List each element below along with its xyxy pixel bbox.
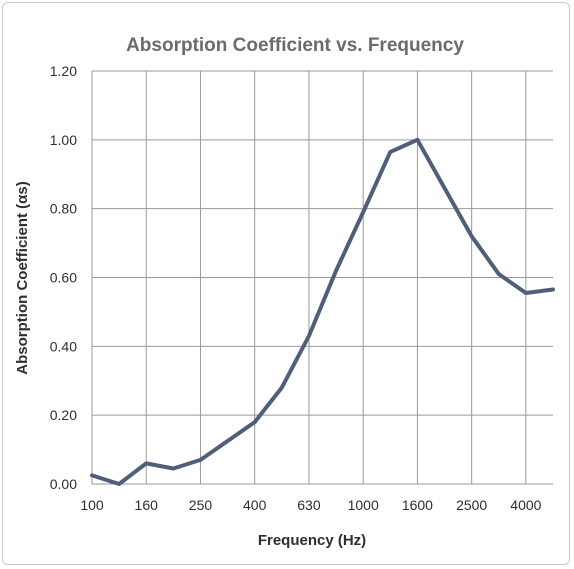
grid bbox=[91, 70, 553, 485]
y-tick-label: 0.20 bbox=[50, 407, 77, 423]
x-axis-title: Frequency (Hz) bbox=[258, 532, 366, 549]
x-tick-label: 400 bbox=[243, 497, 267, 513]
x-tick-label: 100 bbox=[80, 497, 104, 513]
y-tick-label: 0.80 bbox=[50, 201, 77, 217]
x-tick-label: 250 bbox=[189, 497, 213, 513]
series-line bbox=[90, 137, 555, 486]
y-tick-label: 0.60 bbox=[50, 270, 77, 286]
x-tick-label: 630 bbox=[297, 497, 321, 513]
chart-title: Absorption Coefficient vs. Frequency bbox=[126, 35, 464, 56]
x-tick-label: 4000 bbox=[510, 497, 541, 513]
y-tick-label: 1.00 bbox=[50, 132, 77, 148]
x-tick-label: 1600 bbox=[402, 497, 433, 513]
x-tick-label: 2500 bbox=[456, 497, 487, 513]
x-tick-label: 1000 bbox=[348, 497, 379, 513]
y-axis-title: Absorption Coefficient (αs) bbox=[14, 181, 31, 374]
x-axis-ticks: 100 160 250 400 630 1000 1600 2500 4000 bbox=[80, 497, 541, 513]
chart-frame bbox=[2, 2, 570, 565]
x-tick-label: 160 bbox=[135, 497, 159, 513]
y-tick-label: 0.40 bbox=[50, 338, 77, 354]
y-tick-label: 0.00 bbox=[50, 476, 77, 492]
y-axis-ticks: 0.00 0.20 0.40 0.60 0.80 1.00 1.20 bbox=[50, 63, 77, 492]
y-tick-label: 1.20 bbox=[50, 63, 77, 79]
